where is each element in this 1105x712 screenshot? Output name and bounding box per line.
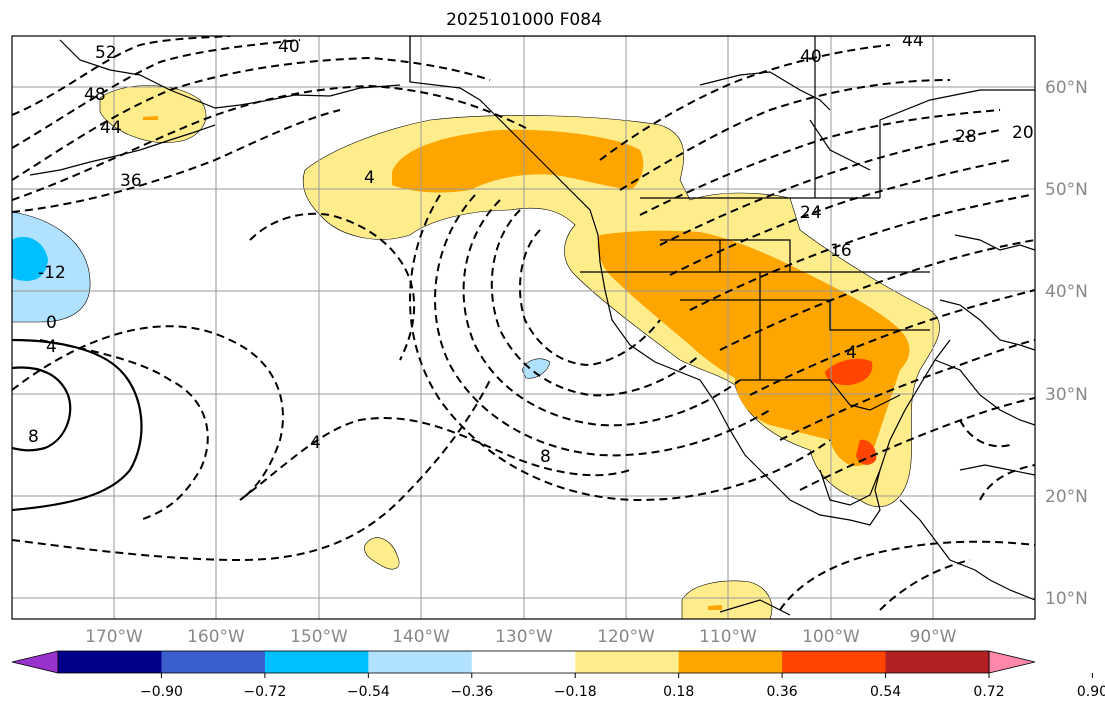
colorbar-segment	[264, 651, 369, 673]
contour-label: 4	[846, 343, 857, 363]
lat-label: 40°N	[1045, 282, 1088, 302]
contour-labels: 52 48 44 40 36 4 -12 0 4 8 4 8 40 44 28 …	[28, 31, 1034, 467]
lon-label: 150°W	[290, 627, 348, 647]
contour-label: 16	[830, 241, 852, 261]
contour-label: -12	[38, 263, 66, 283]
lat-label: 30°N	[1045, 385, 1088, 405]
contour-label: 4	[310, 433, 321, 453]
lon-label: 100°W	[802, 627, 860, 647]
colorbar-extend-low	[11, 650, 59, 674]
contour-label: 36	[120, 171, 142, 191]
colorbar-tick-label: 0.36	[767, 684, 798, 700]
lon-label: 170°W	[85, 627, 143, 647]
colorbar-tick-label: −0.36	[450, 684, 493, 700]
contour-label: 28	[955, 127, 977, 147]
contour-label: 20	[1012, 123, 1034, 143]
colorbar-tick-label: −0.54	[347, 684, 390, 700]
lon-label: 160°W	[187, 627, 245, 647]
map-title: 2025101000 F084	[446, 10, 602, 30]
colorbar-tick-label: −0.72	[243, 684, 286, 700]
colorbar-segment	[782, 651, 887, 673]
colorbar-segment	[161, 651, 266, 673]
colorbar-segment	[368, 651, 473, 673]
coastlines	[29, 36, 1035, 616]
colorbar-tick-label: 0.90	[1077, 684, 1105, 700]
contour-label: 8	[28, 427, 39, 447]
colorbar-tick-label: 0.72	[973, 684, 1004, 700]
colorbar-tick-label: 0.54	[870, 684, 901, 700]
contour-label: 0	[46, 313, 57, 333]
map-content: 52 48 44 40 36 4 -12 0 4 8 4 8 40 44 28 …	[12, 31, 1035, 619]
lon-label: 110°W	[699, 627, 757, 647]
pacific-orange-region	[392, 129, 644, 193]
colorbar-tick-label: −0.18	[554, 684, 597, 700]
colorbar-segment	[575, 651, 680, 673]
solid-contours	[12, 338, 143, 512]
colorbar-segment	[471, 651, 576, 673]
contour-label: 48	[84, 85, 106, 105]
lat-label: 60°N	[1045, 78, 1088, 98]
contour-label: 52	[95, 43, 117, 63]
lon-label: 140°W	[392, 627, 450, 647]
lon-label: 120°W	[597, 627, 655, 647]
negative-spot	[521, 358, 551, 379]
strong-negative-region	[12, 236, 48, 281]
contour-label: 4	[46, 337, 57, 357]
colorbar-segment	[885, 651, 990, 673]
lat-label: 50°N	[1045, 180, 1088, 200]
colorbar-segment	[678, 651, 783, 673]
lon-label: 90°W	[910, 627, 957, 647]
contour-label: 8	[540, 447, 551, 467]
map-frame	[11, 35, 1036, 620]
colorbar-segment	[58, 651, 162, 673]
contour-label: 44	[902, 31, 924, 51]
south-positive-region	[681, 580, 773, 619]
colorbar-tick-label: 0.18	[663, 684, 694, 700]
shaded-fields	[12, 85, 940, 619]
colorbar: −0.90 −0.72 −0.54 −0.36 −0.18 0.18 0.36 0.54 0.7…	[11, 650, 1105, 700]
colorbar-outline	[57, 650, 990, 674]
lon-label: 130°W	[495, 627, 553, 647]
hawaii-positive-region	[364, 537, 400, 570]
contour-label: 40	[278, 37, 300, 57]
contour-label: 4	[364, 168, 375, 188]
latitude-labels: 60°N 50°N 40°N 30°N 20°N 10°N	[1045, 78, 1088, 609]
colorbar-tick-label: −0.90	[140, 684, 183, 700]
strong-positive-spot	[825, 358, 873, 386]
colorbar-extend-high	[988, 650, 1036, 674]
dashed-contours	[12, 36, 1035, 611]
contour-label: 40	[800, 47, 822, 67]
contour-label: 24	[800, 203, 822, 223]
contour-label: 44	[100, 118, 122, 138]
alaska-positive-region	[99, 85, 207, 143]
lat-label: 20°N	[1045, 487, 1088, 507]
lat-label: 10°N	[1045, 589, 1088, 609]
longitude-labels: 170°W 160°W 150°W 140°W 130°W 120°W 110°…	[85, 627, 957, 647]
us-orange-region	[597, 230, 910, 467]
